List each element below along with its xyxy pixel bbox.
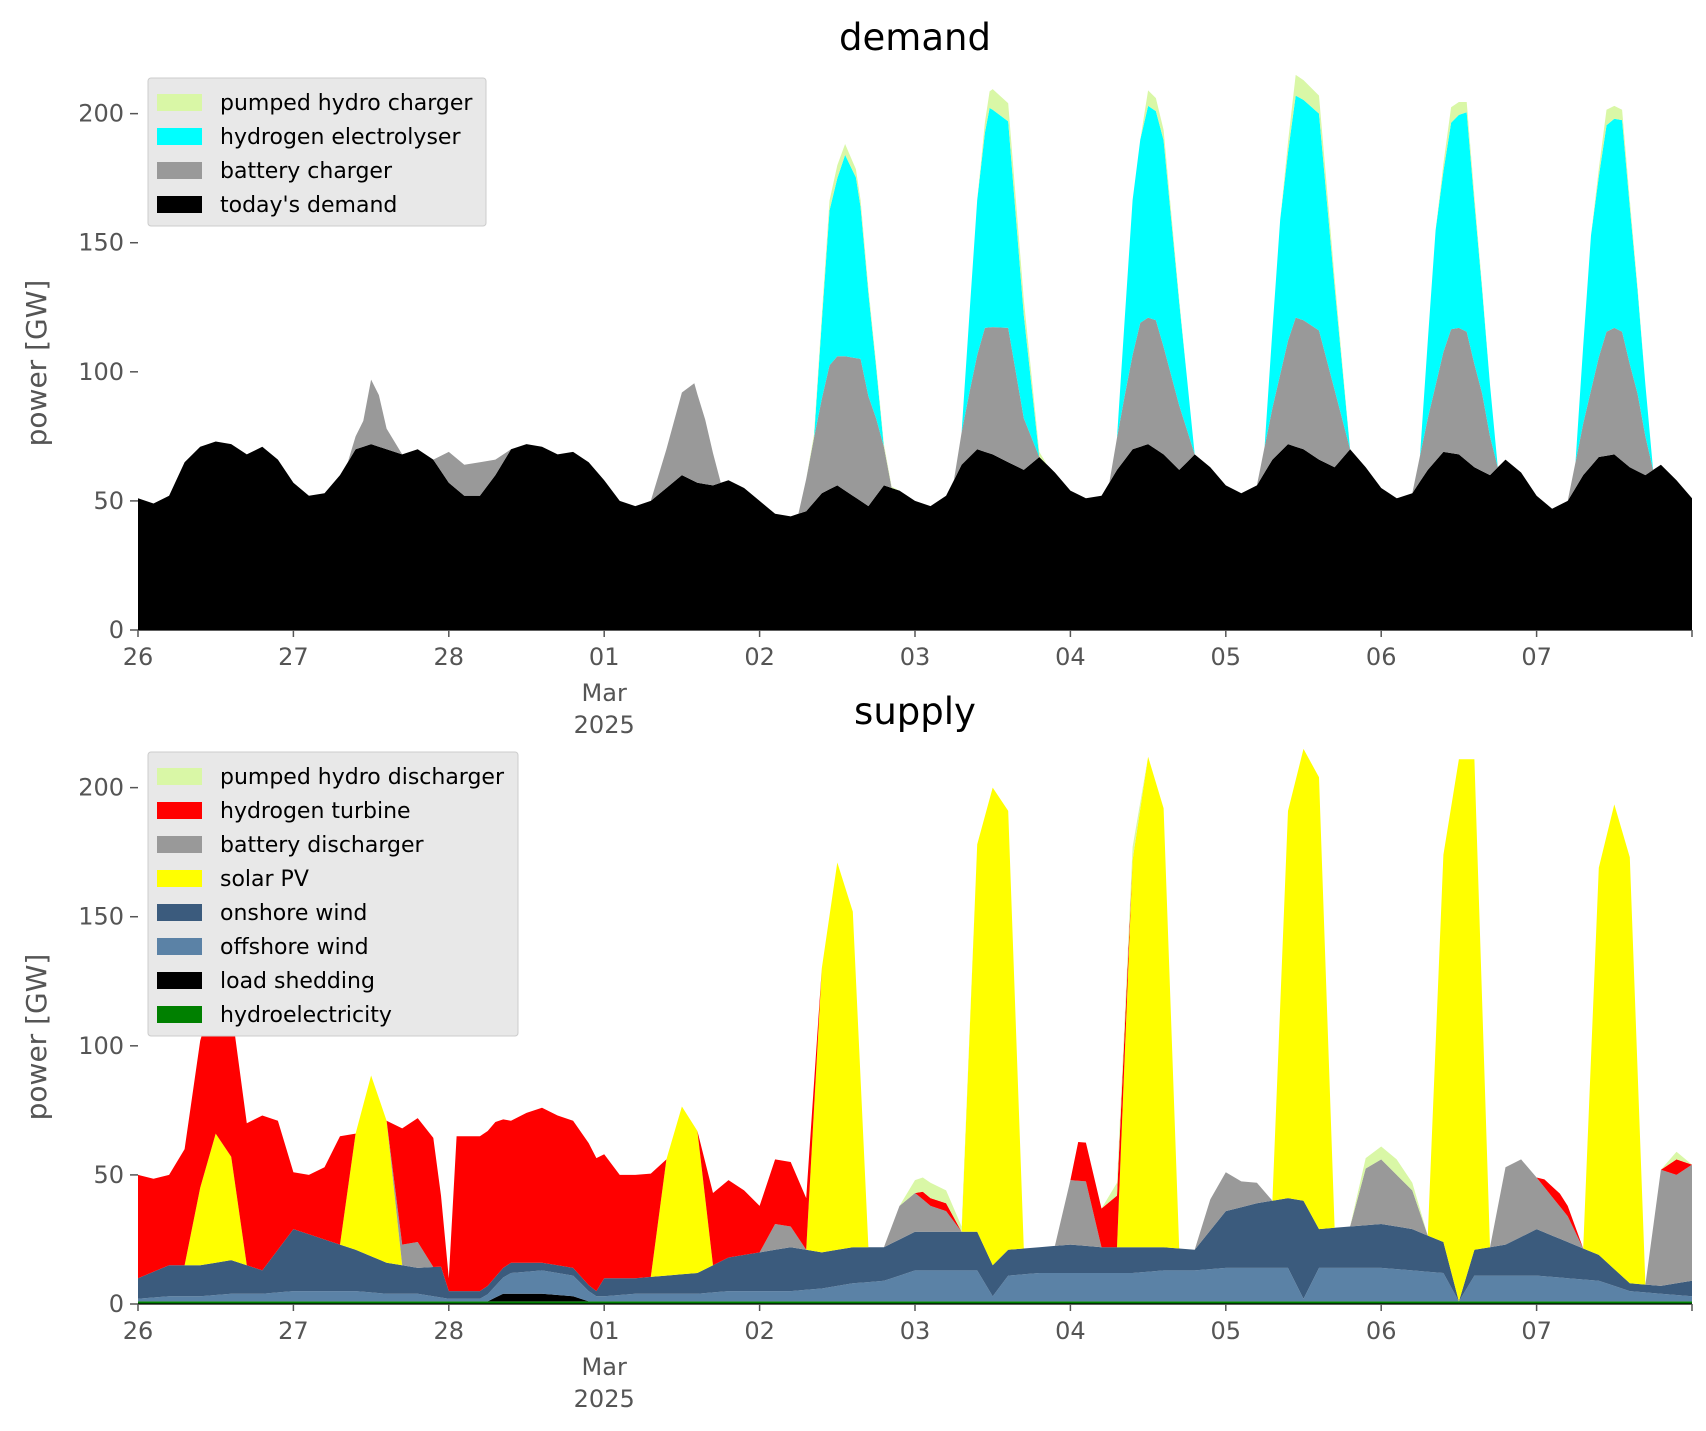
legend-label-pumped-hydro-discharger: pumped hydro discharger [220, 765, 505, 790]
legend-swatch-battery-charger [157, 162, 202, 179]
legend-swatch-hydrogen-turbine [157, 802, 202, 819]
area-solar-pv [138, 748, 1692, 1302]
x-tick-label: 26 [123, 643, 154, 671]
supply-axes: 0 50 100 150 200 26 27 28 01 02 03 04 05 06 07 Mar 2025 [78, 774, 1693, 1413]
legend-label-hydroelectricity: hydroelectricity [220, 1003, 392, 1028]
legend-label-load-shedding: load shedding [220, 969, 375, 994]
legend-label-onshore-wind: onshore wind [220, 901, 367, 926]
y-tick-label: 150 [78, 229, 124, 257]
legend-swatch-hydrogen-electrolyser [157, 128, 202, 145]
x-tick-label: 06 [1366, 643, 1397, 671]
x-tick-label: 07 [1521, 1317, 1552, 1345]
area-hydroelectricity [138, 1301, 1692, 1304]
x-tick-label: 03 [900, 1317, 931, 1345]
x-tick-label: 04 [1055, 643, 1086, 671]
supply-title: supply [854, 690, 976, 733]
legend-label-offshore-wind: offshore wind [220, 935, 369, 960]
y-tick-label: 0 [109, 616, 124, 644]
legend-swatch-pumped-hydro-discharger [157, 768, 202, 785]
y-tick-label: 200 [78, 100, 124, 128]
supply-areas [138, 748, 1692, 1304]
x-tick-label: 03 [900, 643, 931, 671]
x-tick-label: 02 [744, 1317, 775, 1345]
legend-swatch-onshore-wind [157, 904, 202, 921]
area-load-shedding [138, 1293, 1692, 1302]
legend-label-solar-pv: solar PV [220, 867, 309, 892]
x-sublabel: Mar [582, 1353, 627, 1381]
y-tick-label: 50 [93, 487, 124, 515]
x-tick-label: 06 [1366, 1317, 1397, 1345]
x-tick-label: 07 [1521, 643, 1552, 671]
y-tick-label: 100 [78, 1032, 124, 1060]
legend-swatch-today-s-demand [157, 196, 202, 213]
x-tick-label: 04 [1055, 1317, 1086, 1345]
area-battery-charger [138, 317, 1692, 517]
x-tick-label: 27 [278, 643, 309, 671]
x-tick-label: 26 [123, 1317, 154, 1345]
area-onshore-wind [138, 1198, 1692, 1302]
legend-label-today-s-demand: today's demand [220, 193, 397, 218]
legend-box [147, 77, 487, 227]
y-tick-label: 150 [78, 903, 124, 931]
legend-label-hydrogen-electrolyser: hydrogen electrolyser [220, 125, 461, 150]
demand-title: demand [839, 16, 991, 59]
y-tick-label: 50 [93, 1161, 124, 1189]
x-tick-label: 05 [1211, 643, 1242, 671]
x-sublabel: 2025 [574, 711, 635, 739]
legend-swatch-hydroelectricity [157, 1006, 202, 1023]
legend-label-hydrogen-turbine: hydrogen turbine [220, 799, 411, 824]
demand-areas [138, 74, 1692, 630]
legend-label-pumped-hydro-charger: pumped hydro charger [220, 91, 473, 116]
x-sublabel: Mar [582, 679, 627, 707]
demand-axes: 0 50 100 150 200 26 27 28 01 02 03 04 05 06 07 Mar 2025 [78, 100, 1693, 739]
x-tick-label: 27 [278, 1317, 309, 1345]
demand-legend: pumped hydro charger hydrogen electrolyse… [147, 77, 487, 227]
x-tick-label: 01 [589, 643, 620, 671]
area-today-s-demand [138, 441, 1692, 630]
x-tick-label: 05 [1211, 1317, 1242, 1345]
legend-box [147, 751, 519, 1037]
legend-swatch-battery-discharger [157, 836, 202, 853]
x-sublabel: 2025 [574, 1385, 635, 1413]
legend-swatch-load-shedding [157, 972, 202, 989]
y-tick-label: 0 [109, 1290, 124, 1318]
demand-ylabel: power [GW] [20, 280, 53, 447]
x-tick-label: 28 [434, 1317, 465, 1345]
legend-swatch-solar-pv [157, 870, 202, 887]
x-tick-label: 02 [744, 643, 775, 671]
x-tick-label: 01 [589, 1317, 620, 1345]
area-hydrogen-turbine [138, 748, 1692, 1292]
supply-ylabel: power [GW] [20, 954, 53, 1121]
legend-label-battery-charger: battery charger [220, 159, 393, 184]
legend-swatch-pumped-hydro-charger [157, 94, 202, 111]
area-offshore-wind [138, 1267, 1692, 1302]
y-tick-label: 100 [78, 358, 124, 386]
y-tick-label: 200 [78, 774, 124, 802]
area-hydrogen-electrolyser [138, 95, 1692, 517]
legend-label-battery-discharger: battery discharger [220, 833, 425, 858]
x-tick-label: 28 [434, 643, 465, 671]
legend-swatch-offshore-wind [157, 938, 202, 955]
supply-legend: pumped hydro discharger hydrogen turbine b… [147, 751, 519, 1037]
